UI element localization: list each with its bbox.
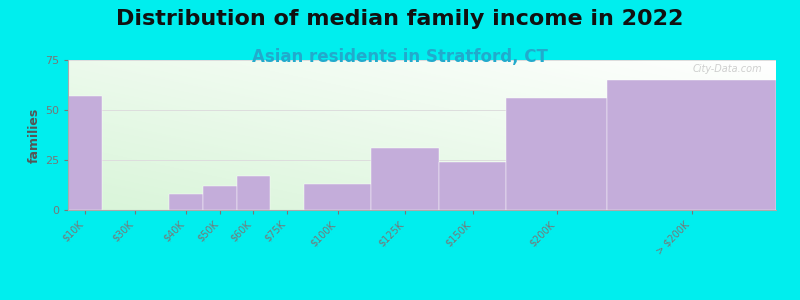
Y-axis label: families: families [28,107,41,163]
Bar [203,186,237,210]
Bar [439,162,506,210]
Text: Asian residents in Stratford, CT: Asian residents in Stratford, CT [252,48,548,66]
Bar [304,184,371,210]
Bar [371,148,439,210]
Bar [237,176,270,210]
Text: Distribution of median family income in 2022: Distribution of median family income in … [116,9,684,29]
Bar [68,96,102,210]
Text: City-Data.com: City-Data.com [692,64,762,74]
Bar [506,98,607,210]
Bar [169,194,203,210]
Bar [607,80,776,210]
